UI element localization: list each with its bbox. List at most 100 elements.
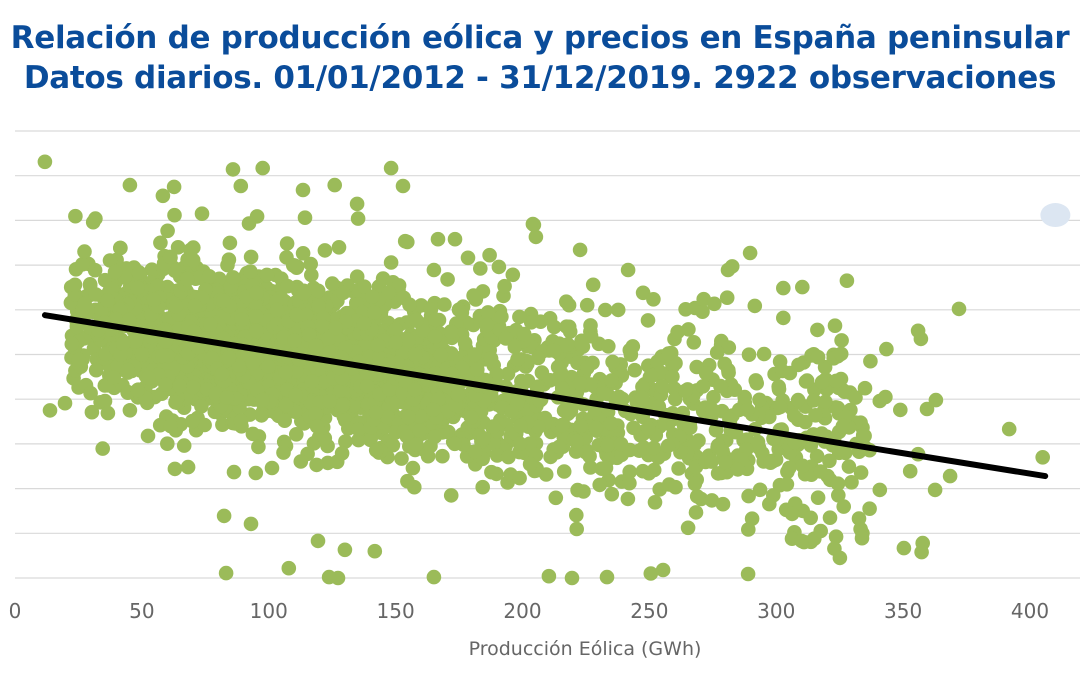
data-point (794, 533, 809, 549)
data-point (721, 340, 737, 355)
data-point (705, 402, 720, 418)
data-point (328, 320, 344, 336)
data-point (718, 454, 733, 470)
data-point (170, 240, 186, 255)
data-point (668, 479, 683, 495)
data-point (562, 324, 578, 339)
data-point (185, 413, 200, 429)
data-point (489, 366, 504, 382)
data-point (430, 231, 446, 247)
data-point (806, 393, 822, 408)
data-point (407, 347, 423, 363)
data-point (141, 370, 156, 386)
data-point (57, 395, 73, 411)
data-point (655, 562, 671, 578)
x-tick-label: 350 (884, 599, 922, 623)
data-point (510, 352, 525, 367)
data-point (172, 378, 188, 394)
data-point (776, 310, 791, 326)
data-point (604, 486, 620, 502)
data-point (350, 211, 366, 226)
chart-title: Relación de producción eólica y precios … (10, 20, 1070, 56)
data-point (522, 436, 538, 452)
data-point (255, 392, 270, 408)
data-point (88, 362, 104, 378)
data-point (818, 394, 833, 410)
data-point (398, 373, 413, 389)
data-point (234, 312, 250, 327)
data-point (152, 417, 168, 433)
data-point (121, 312, 137, 328)
data-point (95, 441, 110, 456)
data-point (750, 434, 766, 450)
data-point (180, 459, 196, 475)
data-point (255, 160, 270, 176)
data-point (443, 488, 459, 503)
data-point (546, 343, 562, 358)
data-point (569, 433, 584, 449)
data-point (670, 324, 685, 340)
data-point (289, 364, 304, 379)
data-point (176, 438, 192, 453)
data-point (295, 182, 311, 198)
data-point (928, 392, 944, 408)
data-point (710, 466, 726, 481)
data-point (167, 263, 183, 279)
data-point (327, 177, 343, 193)
data-point (197, 417, 212, 433)
data-point (762, 496, 777, 512)
data-point (551, 439, 567, 455)
data-point (225, 162, 241, 177)
data-point (799, 373, 815, 388)
data-point (641, 421, 656, 436)
data-point (368, 443, 384, 458)
data-point (857, 380, 873, 396)
data-point (401, 409, 416, 425)
data-point (120, 362, 136, 378)
data-point (113, 347, 128, 363)
data-point (440, 272, 455, 287)
data-point (569, 521, 584, 537)
data-point (927, 482, 943, 498)
data-point (84, 404, 100, 420)
data-point (719, 290, 735, 306)
data-point (100, 293, 115, 308)
data-point (831, 488, 846, 503)
data-point (261, 359, 276, 374)
data-point (695, 304, 710, 320)
data-point (293, 454, 309, 469)
data-point (828, 373, 844, 389)
data-point (382, 382, 397, 397)
data-point (216, 293, 231, 309)
data-point (525, 216, 541, 232)
data-point (687, 476, 703, 492)
data-point (466, 288, 481, 303)
data-point (407, 382, 422, 398)
data-point (331, 240, 347, 255)
data-point (155, 188, 171, 204)
data-point (367, 305, 382, 321)
data-point (214, 366, 230, 382)
data-point (162, 249, 178, 265)
data-point (427, 429, 443, 445)
data-point (460, 250, 476, 266)
data-point (115, 336, 131, 352)
data-point (646, 440, 662, 456)
data-point (484, 464, 499, 480)
data-point (730, 462, 746, 477)
data-point (598, 460, 614, 476)
data-point (308, 338, 324, 354)
data-point (647, 495, 663, 510)
data-point (828, 529, 844, 544)
data-point (863, 353, 878, 369)
data-point (335, 397, 351, 413)
data-point (689, 489, 705, 504)
data-point (395, 178, 411, 194)
data-point (671, 461, 686, 476)
data-point (400, 473, 415, 489)
data-point (790, 392, 806, 408)
data-point (225, 270, 241, 285)
data-point (303, 256, 319, 272)
data-point (596, 386, 612, 401)
